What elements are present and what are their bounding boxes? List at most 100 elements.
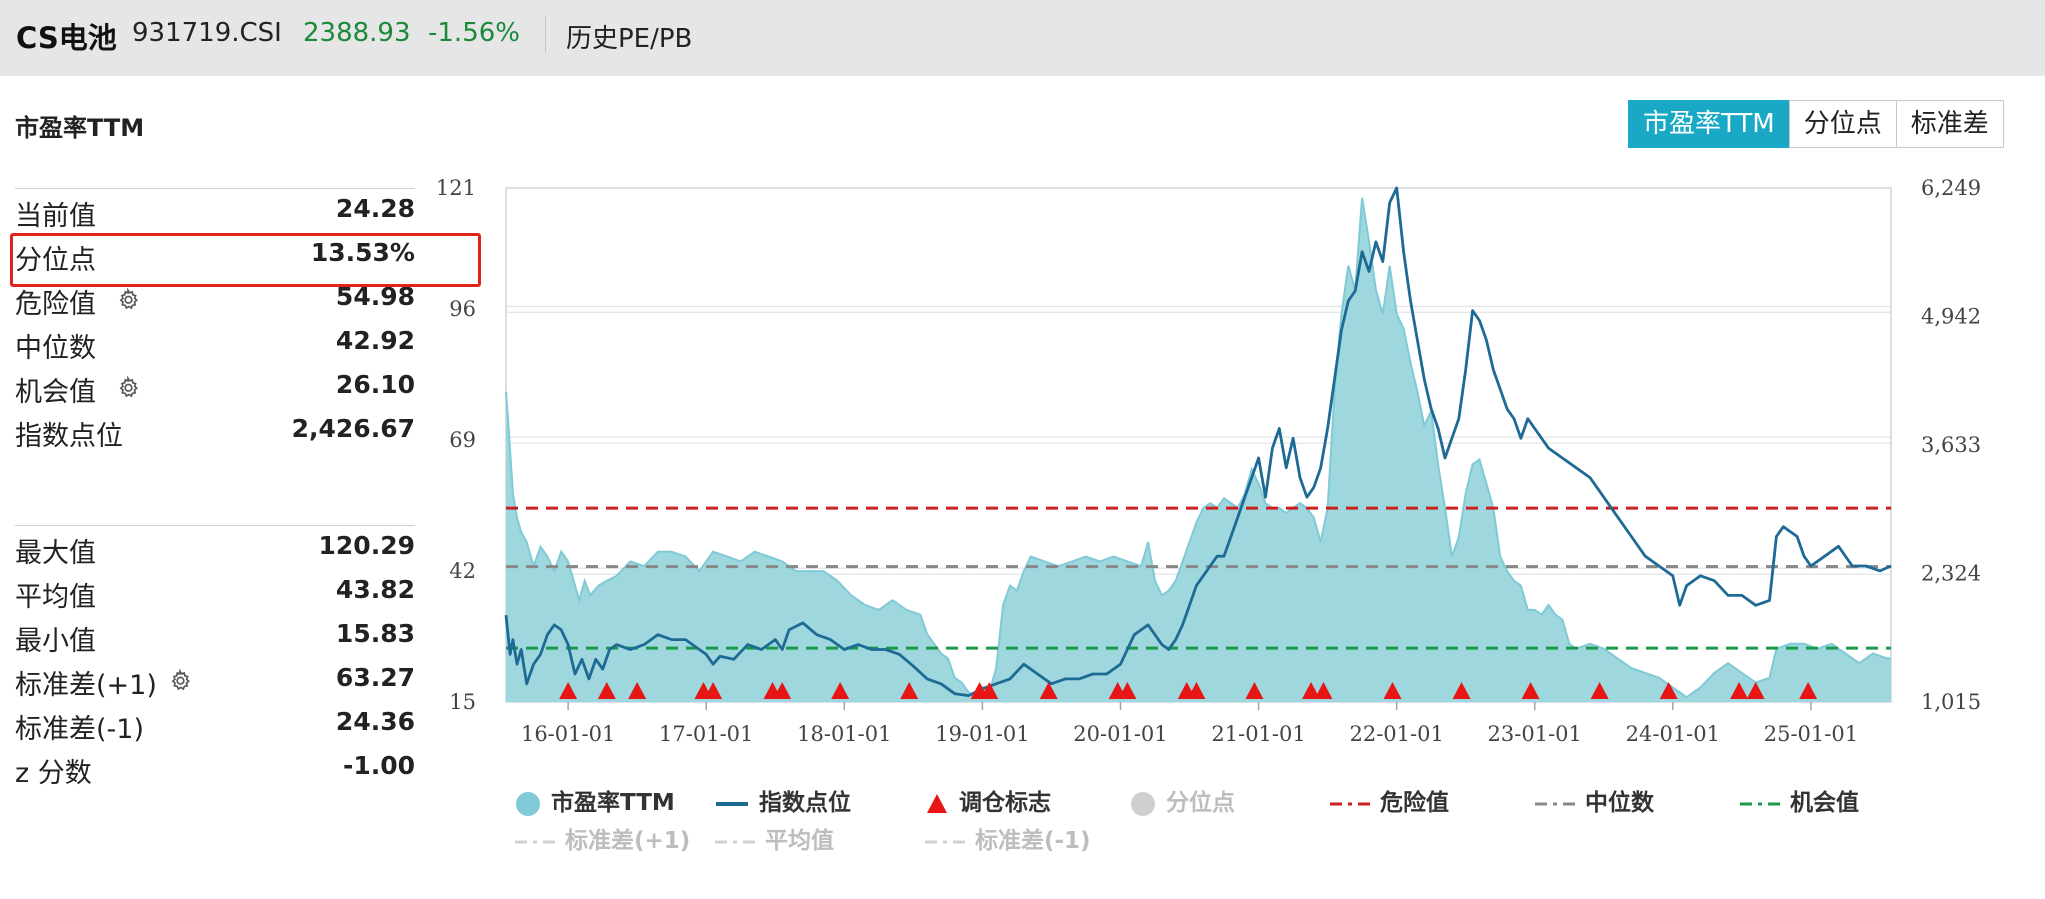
history-pe-pb-link[interactable]: 历史PE/PB	[566, 24, 693, 54]
rebalance-marker	[597, 682, 616, 699]
gear-icon[interactable]	[117, 376, 139, 398]
rebalance-marker	[1799, 682, 1818, 699]
x-axis-tick-label: 18-01-01	[797, 722, 891, 746]
legend-item[interactable]: 危险值	[1330, 783, 1449, 817]
stat-label: 危险值	[15, 289, 96, 320]
stat-row-mean: 平均值 43.82	[15, 570, 415, 614]
left-axis-tick-label: 121	[436, 176, 476, 200]
pe-ttm-area	[506, 197, 1891, 702]
stat-value: 24.36	[335, 707, 415, 736]
legend-label: 标准差(-1)	[975, 828, 1091, 854]
legend-triangle-icon	[927, 793, 947, 813]
stat-row-opportunity: 机会值 26.10	[15, 365, 415, 409]
right-axis-tick-label: 1,015	[1921, 690, 1981, 714]
title-bar: CS电池 931719.CSI 2388.93 -1.56% 历史PE/PB	[0, 0, 2045, 76]
rebalance-marker	[1314, 682, 1333, 699]
stat-label: 标准差(+1)	[15, 670, 157, 701]
rebalance-marker	[1383, 682, 1402, 699]
legend-dash-icon	[1535, 802, 1575, 805]
x-axis-tick-label: 23-01-01	[1488, 722, 1582, 746]
x-axis-tick-label: 19-01-01	[935, 722, 1029, 746]
stat-value: 26.10	[335, 370, 415, 399]
right-axis-tick-label: 2,324	[1921, 561, 1981, 585]
x-axis-tick-label: 17-01-01	[659, 722, 753, 746]
rebalance-marker	[1118, 682, 1137, 699]
header-divider	[545, 16, 546, 52]
legend-item[interactable]: 中位数	[1535, 783, 1654, 817]
rebalance-marker	[628, 682, 647, 699]
stats-divider	[15, 188, 415, 189]
rebalance-marker	[1039, 682, 1058, 699]
toggle-std-dev[interactable]: 标准差	[1895, 100, 2004, 148]
metric-toggle: 市盈率TTM 分位点 标准差	[1628, 100, 2004, 148]
right-axis-tick-label: 6,249	[1921, 176, 1981, 200]
right-axis-tick-label: 3,633	[1921, 433, 1981, 457]
x-axis-tick-label: 20-01-01	[1073, 722, 1167, 746]
stat-value: 120.29	[318, 531, 415, 560]
stat-label: 最小值	[15, 626, 96, 657]
left-axis-tick-label: 42	[449, 559, 476, 583]
gear-icon[interactable]	[169, 669, 191, 691]
percentile-highlight-box	[10, 233, 481, 287]
rebalance-marker	[1187, 682, 1206, 699]
index-price: 2388.93	[303, 18, 411, 48]
stat-row-std-plus: 标准差(+1) 63.27	[15, 658, 415, 702]
rebalance-marker	[1245, 682, 1264, 699]
stats-divider	[15, 525, 415, 526]
legend-item[interactable]: 市盈率TTM	[515, 783, 675, 817]
legend-dash-icon	[1330, 802, 1370, 805]
toggle-percentile[interactable]: 分位点	[1788, 100, 1897, 148]
index-code: 931719.CSI	[132, 18, 282, 48]
legend-dot-icon	[1131, 791, 1155, 816]
rebalance-marker	[559, 682, 578, 699]
legend-item[interactable]: 分位点	[1130, 783, 1235, 817]
stat-row-median: 中位数 42.92	[15, 321, 415, 365]
legend-dash-icon	[515, 840, 555, 843]
index-name: CS电池	[16, 21, 117, 55]
section-title: 市盈率TTM	[15, 114, 145, 142]
legend-item[interactable]: 指数点位	[715, 783, 851, 817]
legend-item[interactable]: 平均值	[715, 821, 834, 855]
legend-line-icon	[716, 801, 748, 806]
stat-row-current: 当前值 24.28	[15, 189, 415, 233]
x-axis-tick-label: 22-01-01	[1349, 722, 1443, 746]
legend-dash-icon	[925, 840, 965, 843]
legend-item[interactable]: 机会值	[1740, 783, 1859, 817]
gear-icon[interactable]	[117, 288, 139, 310]
left-axis-tick-label: 69	[449, 428, 476, 452]
legend-dot-icon	[516, 791, 540, 816]
rebalance-marker	[1746, 682, 1765, 699]
stat-value: -1.00	[342, 751, 415, 780]
stat-row-z-score: z 分数 -1.00	[15, 746, 415, 790]
legend-item[interactable]: 标准差(-1)	[925, 821, 1091, 855]
stat-row-min: 最小值 15.83	[15, 614, 415, 658]
legend-item[interactable]: 标准差(+1)	[515, 821, 690, 855]
right-axis-tick-label: 4,942	[1921, 304, 1981, 328]
x-axis-tick-label: 25-01-01	[1764, 722, 1858, 746]
legend-label: 机会值	[1790, 790, 1859, 816]
stat-label: 中位数	[15, 333, 96, 364]
legend-item[interactable]: 调仓标志	[925, 783, 1051, 817]
x-axis-tick-label: 16-01-01	[521, 722, 615, 746]
legend-dash-icon	[715, 840, 755, 843]
rebalance-marker	[704, 682, 723, 699]
stat-value: 63.27	[335, 663, 415, 692]
index-change: -1.56%	[428, 18, 520, 48]
stat-row-std-minus: 标准差(-1) 24.36	[15, 702, 415, 746]
rebalance-marker	[1730, 682, 1749, 699]
left-axis-tick-label: 15	[449, 690, 476, 714]
legend-label: 调仓标志	[959, 790, 1051, 816]
legend-label: 危险值	[1380, 790, 1449, 816]
rebalance-marker	[773, 682, 792, 699]
rebalance-marker	[980, 682, 999, 699]
stat-label: 平均值	[15, 582, 96, 613]
legend-label: 指数点位	[759, 790, 851, 816]
stats-panel-bottom: 最大值 120.29 平均值 43.82 最小值 15.83 标准差(+1) 6…	[15, 525, 415, 790]
legend-label: 分位点	[1166, 790, 1235, 816]
x-axis-tick-label: 21-01-01	[1211, 722, 1305, 746]
stat-row-percentile: 分位点 13.53%	[15, 233, 415, 277]
toggle-pe-ttm[interactable]: 市盈率TTM	[1628, 100, 1790, 148]
legend-label: 标准差(+1)	[565, 828, 691, 854]
x-axis-tick-label: 24-01-01	[1626, 722, 1720, 746]
